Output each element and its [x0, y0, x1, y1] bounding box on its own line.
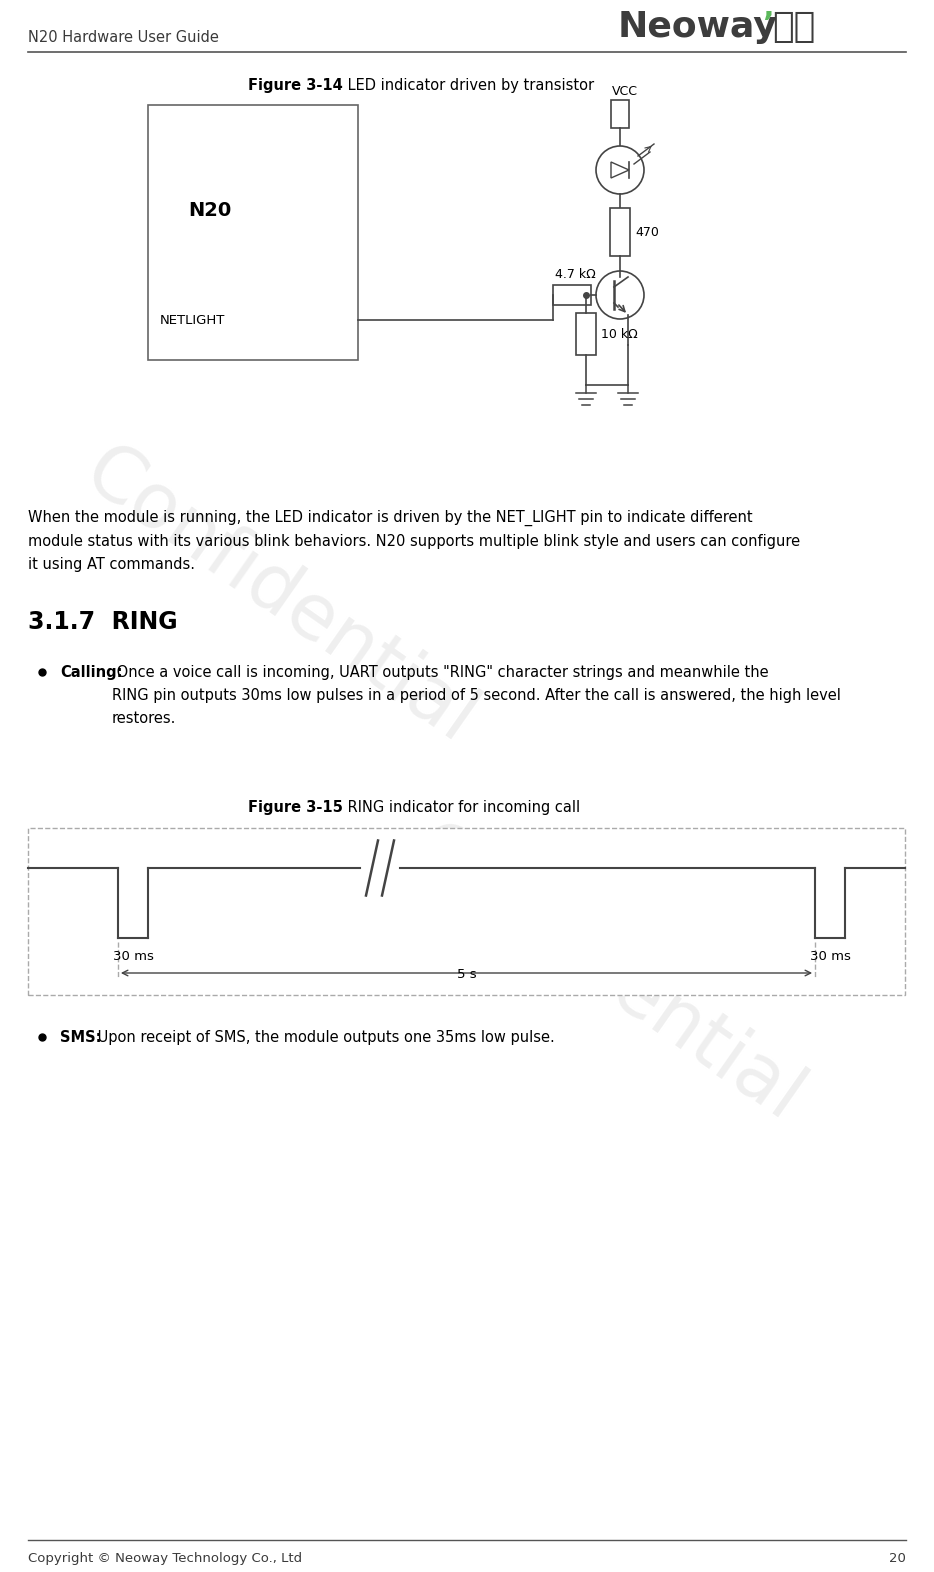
Bar [611, 101, 629, 127]
Bar [576, 313, 596, 355]
Text: 有方: 有方 [772, 9, 815, 44]
Bar [610, 208, 630, 256]
Text: 30 ms: 30 ms [810, 949, 851, 964]
Text: 10 kΩ: 10 kΩ [601, 327, 638, 341]
Text: VCC: VCC [612, 85, 638, 97]
Text: Copyright © Neoway Technology Co., Ltd: Copyright © Neoway Technology Co., Ltd [28, 1552, 302, 1566]
Text: SMS:: SMS: [60, 1030, 102, 1045]
Text: Once a voice call is incoming, UART outputs "RING" character strings and meanwhi: Once a voice call is incoming, UART outp… [112, 665, 841, 726]
Bar [553, 285, 591, 305]
Text: Neoway: Neoway [618, 9, 778, 44]
Text: NETLIGHT: NETLIGHT [160, 313, 225, 327]
Polygon shape [611, 162, 629, 178]
Bar [148, 105, 358, 360]
Text: When the module is running, the LED indicator is driven by the NET_LIGHT pin to : When the module is running, the LED indi… [28, 509, 800, 572]
Text: Figure 3-14: Figure 3-14 [248, 79, 343, 93]
Text: N20 Hardware User Guide: N20 Hardware User Guide [28, 30, 219, 46]
Text: Figure 3-15: Figure 3-15 [248, 800, 343, 814]
Text: 4.7 kΩ: 4.7 kΩ [555, 267, 596, 281]
Text: Confidential: Confidential [398, 813, 816, 1137]
Circle shape [596, 270, 644, 319]
Text: 30 ms: 30 ms [113, 949, 154, 964]
Text: 5 s: 5 s [457, 968, 476, 981]
Text: ’: ’ [762, 9, 773, 39]
Circle shape [596, 146, 644, 193]
Text: RING indicator for incoming call: RING indicator for incoming call [343, 800, 580, 814]
Text: 3.1.7  RING: 3.1.7 RING [28, 610, 177, 634]
Bar [28, 828, 905, 995]
Text: Upon receipt of SMS, the module outputs one 35ms low pulse.: Upon receipt of SMS, the module outputs … [93, 1030, 555, 1045]
Text: N20: N20 [188, 201, 232, 220]
Text: Calling:: Calling: [60, 665, 122, 681]
Text: 470: 470 [635, 225, 658, 239]
Text: Confidential: Confidential [71, 435, 489, 759]
Text: 20: 20 [889, 1552, 906, 1566]
Text: LED indicator driven by transistor: LED indicator driven by transistor [343, 79, 594, 93]
